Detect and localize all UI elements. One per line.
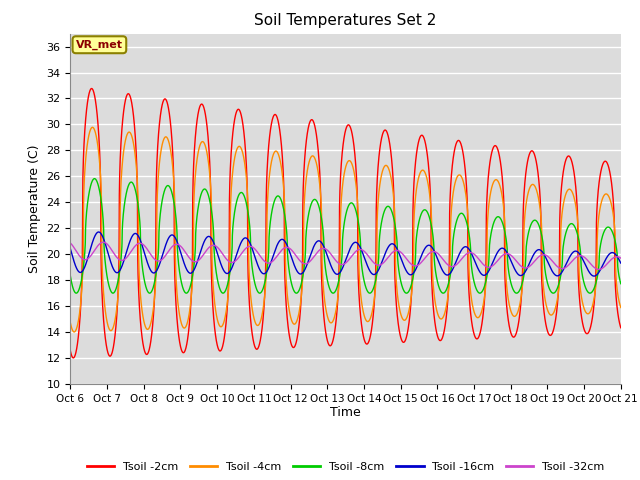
Tsoil -8cm: [438, 290, 446, 296]
Tsoil -2cm: [67, 348, 74, 354]
Tsoil -32cm: [166, 247, 173, 253]
Tsoil -8cm: [67, 273, 74, 279]
Tsoil -4cm: [67, 320, 74, 326]
Tsoil -16cm: [500, 246, 508, 252]
Tsoil -2cm: [88, 85, 95, 91]
Tsoil -16cm: [438, 267, 446, 273]
Tsoil -16cm: [95, 229, 102, 235]
Line: Tsoil -32cm: Tsoil -32cm: [70, 242, 621, 269]
Tsoil -8cm: [617, 281, 625, 287]
Tsoil -32cm: [616, 255, 624, 261]
Tsoil -16cm: [590, 273, 598, 279]
Tsoil -32cm: [325, 249, 333, 255]
Tsoil -2cm: [439, 334, 447, 340]
Tsoil -4cm: [88, 124, 96, 130]
Tsoil -4cm: [70, 329, 78, 335]
Tsoil -32cm: [500, 252, 508, 257]
Tsoil -8cm: [616, 279, 624, 285]
Title: Soil Temperatures Set 2: Soil Temperatures Set 2: [255, 13, 436, 28]
Tsoil -4cm: [439, 315, 447, 321]
Tsoil -16cm: [617, 260, 625, 266]
Line: Tsoil -16cm: Tsoil -16cm: [70, 232, 621, 276]
Tsoil -8cm: [469, 274, 477, 279]
Tsoil -4cm: [617, 305, 625, 311]
Tsoil -8cm: [325, 284, 333, 290]
Tsoil -8cm: [91, 176, 99, 181]
X-axis label: Time: Time: [330, 407, 361, 420]
Line: Tsoil -2cm: Tsoil -2cm: [70, 88, 621, 358]
Tsoil -32cm: [469, 251, 477, 256]
Tsoil -4cm: [616, 303, 624, 309]
Tsoil -8cm: [500, 226, 508, 232]
Tsoil -2cm: [616, 323, 624, 329]
Tsoil -32cm: [438, 256, 446, 262]
Tsoil -16cm: [616, 259, 624, 265]
Tsoil -8cm: [166, 184, 173, 190]
Tsoil -16cm: [469, 254, 477, 260]
Tsoil -16cm: [67, 246, 74, 252]
Tsoil -4cm: [325, 318, 333, 324]
Y-axis label: Soil Temperature (C): Soil Temperature (C): [28, 144, 41, 273]
Tsoil -16cm: [166, 234, 173, 240]
Tsoil -2cm: [617, 325, 625, 331]
Tsoil -32cm: [617, 255, 625, 261]
Line: Tsoil -8cm: Tsoil -8cm: [70, 179, 621, 293]
Tsoil -8cm: [586, 290, 594, 296]
Tsoil -4cm: [469, 305, 477, 311]
Text: VR_met: VR_met: [76, 40, 123, 50]
Tsoil -2cm: [166, 112, 173, 118]
Tsoil -2cm: [325, 342, 333, 348]
Tsoil -32cm: [595, 266, 603, 272]
Tsoil -4cm: [166, 142, 173, 148]
Tsoil -2cm: [500, 217, 508, 223]
Tsoil -16cm: [325, 258, 333, 264]
Tsoil -32cm: [67, 240, 74, 246]
Tsoil -2cm: [70, 355, 77, 361]
Tsoil -2cm: [469, 327, 477, 333]
Tsoil -32cm: [99, 240, 107, 245]
Tsoil -4cm: [500, 212, 508, 217]
Legend: Tsoil -2cm, Tsoil -4cm, Tsoil -8cm, Tsoil -16cm, Tsoil -32cm: Tsoil -2cm, Tsoil -4cm, Tsoil -8cm, Tsoi…: [82, 457, 609, 477]
Line: Tsoil -4cm: Tsoil -4cm: [70, 127, 621, 332]
